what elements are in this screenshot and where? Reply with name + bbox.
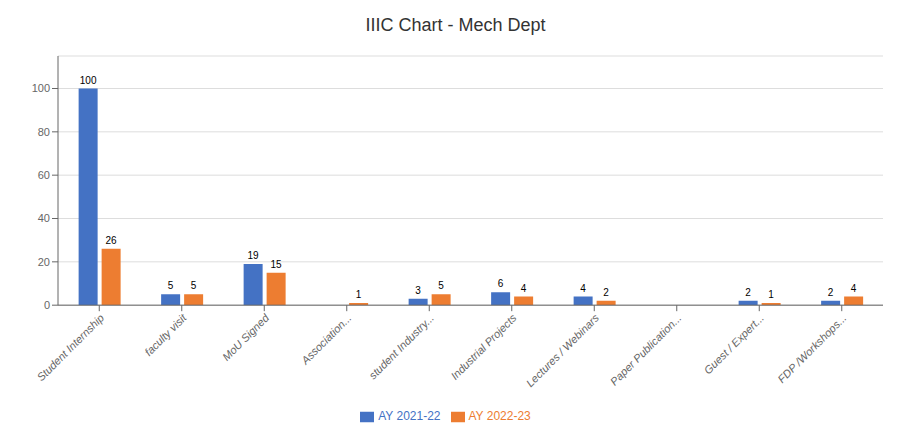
svg-text:Lectures / Webinars: Lectures / Webinars [524,311,602,389]
svg-text:6: 6 [498,278,504,289]
svg-text:60: 60 [38,169,50,181]
svg-text:Guest / Expert...: Guest / Expert... [701,312,766,377]
svg-text:Paper Publication...: Paper Publication... [608,312,684,388]
svg-text:15: 15 [271,259,283,270]
svg-text:4: 4 [580,283,586,294]
svg-text:5: 5 [168,280,174,291]
svg-text:student Industry...: student Industry... [366,312,436,382]
svg-text:1: 1 [768,289,774,300]
svg-text:3: 3 [415,285,421,296]
svg-text:FDP /Workshops...: FDP /Workshops... [775,312,848,385]
svg-text:100: 100 [32,82,50,94]
svg-text:40: 40 [38,212,50,224]
svg-text:26: 26 [106,235,118,246]
svg-text:19: 19 [248,250,260,261]
svg-text:2: 2 [828,287,834,298]
svg-text:100: 100 [80,75,97,86]
svg-text:5: 5 [438,280,444,291]
svg-text:MoU Signed: MoU Signed [220,311,272,363]
svg-text:Student Internship: Student Internship [35,312,107,384]
svg-text:1: 1 [356,289,362,300]
svg-text:Association...: Association... [298,312,353,367]
svg-text:20: 20 [38,256,50,268]
svg-text:2: 2 [603,287,609,298]
html-text:AY 2022-23: AY 2022-23 [468,409,531,424]
svg-text:4: 4 [851,283,857,294]
svg-text:0: 0 [44,299,50,311]
svg-text:4: 4 [521,283,527,294]
svg-text:faculty visit: faculty visit [142,311,189,358]
svg-text:80: 80 [38,126,50,138]
svg-text:2: 2 [745,287,751,298]
svg-text:Industrial Projects: Industrial Projects [448,311,519,382]
html-text:AY 2021-22: AY 2021-22 [378,409,441,424]
html-text:IIIC Chart - Mech Dept: IIIC Chart - Mech Dept [365,15,546,35]
svg-text:5: 5 [191,280,197,291]
